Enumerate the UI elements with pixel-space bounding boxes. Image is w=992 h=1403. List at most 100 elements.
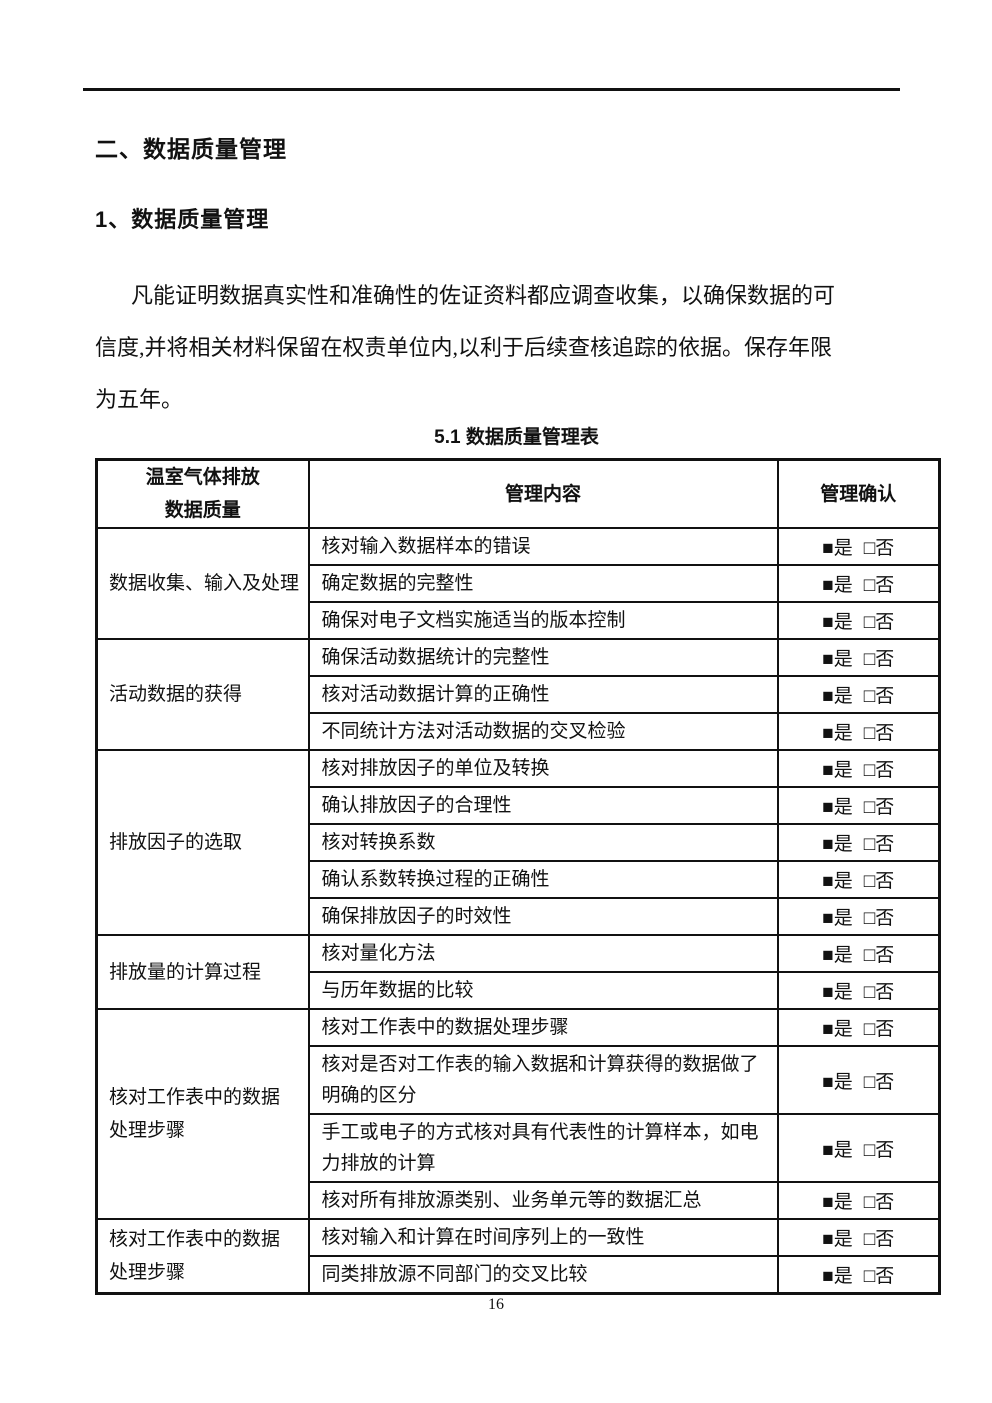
- intro-paragraph: 凡能证明数据真实性和准确性的佐证资料都应调查收集，以确保数据的可 信度,并将相关…: [95, 270, 895, 426]
- yes-label: 是: [833, 723, 853, 744]
- no-label: 否: [875, 575, 895, 596]
- confirm-cell: ■是 □否: [776, 712, 941, 751]
- checkbox-unchecked-icon: □: [863, 760, 876, 781]
- group-label-line: 活动数据的获得: [109, 684, 243, 705]
- yes-label: 是: [833, 871, 853, 892]
- confirm-cell: ■是 □否: [776, 638, 941, 677]
- checkbox-checked-icon: ■: [822, 945, 834, 966]
- yes-label: 是: [833, 760, 853, 781]
- no-label: 否: [875, 1266, 895, 1287]
- checkbox-unchecked-icon: □: [863, 834, 876, 855]
- management-content-cell: 核对量化方法: [307, 934, 779, 973]
- confirm-cell: ■是 □否: [776, 897, 941, 936]
- checkbox-unchecked-icon: □: [863, 797, 876, 818]
- yes-label: 是: [833, 945, 853, 966]
- group-label-cell: 排放因子的选取: [95, 749, 310, 936]
- table-body: 数据收集、输入及处理 核对输入数据样本的错误 ■是 □否 确定数据的完整性 ■是 □否 确保对…: [95, 527, 941, 1295]
- management-content-cell: 不同统计方法对活动数据的交叉检验: [307, 712, 779, 751]
- checkbox-checked-icon: ■: [822, 1192, 834, 1213]
- checkbox-checked-icon: ■: [822, 760, 834, 781]
- confirm-cell: ■是 □否: [776, 527, 941, 566]
- paragraph-line: 信度,并将相关材料保留在权责单位内,以利于后续查核追踪的依据。保存年限: [95, 335, 833, 360]
- management-content-cell: 确保活动数据统计的完整性: [307, 638, 779, 677]
- confirm-cell: ■是 □否: [776, 675, 941, 714]
- table-row: 确保排放因子的时效性 ■是 □否: [97, 897, 941, 936]
- header-management-content: 管理内容: [307, 458, 779, 529]
- management-content-cell: 手工或电子的方式核对具有代表性的计算样本，如电力排放的计算: [307, 1113, 779, 1183]
- checkbox-checked-icon: ■: [822, 1139, 834, 1161]
- table-row: 核对所有排放源类别、业务单元等的数据汇总 ■是 □否: [97, 1181, 941, 1220]
- no-label: 否: [875, 686, 895, 707]
- paragraph-line: 为五年。: [95, 387, 184, 412]
- checkbox-unchecked-icon: □: [863, 871, 876, 892]
- checkbox-checked-icon: ■: [822, 686, 834, 707]
- checkbox-checked-icon: ■: [822, 649, 834, 670]
- checkbox-checked-icon: ■: [822, 612, 834, 633]
- group-label-line: 处理步骤: [109, 1262, 186, 1283]
- checkbox-checked-icon: ■: [822, 908, 834, 929]
- no-label: 否: [875, 1139, 895, 1161]
- checkbox-unchecked-icon: □: [863, 1071, 876, 1093]
- group-label-cell: 核对工作表中的数据 处理步骤: [95, 1218, 310, 1295]
- no-label: 否: [875, 871, 895, 892]
- confirm-cell: ■是 □否: [776, 1045, 941, 1115]
- checkbox-unchecked-icon: □: [863, 1192, 876, 1213]
- header-data-quality: 温室气体排放 数据质量: [95, 458, 310, 529]
- no-label: 否: [875, 723, 895, 744]
- checkbox-unchecked-icon: □: [863, 908, 876, 929]
- group-label-line: 核对工作表中的数据: [109, 1087, 281, 1108]
- checkbox-unchecked-icon: □: [863, 1266, 876, 1287]
- confirm-cell: ■是 □否: [776, 860, 941, 899]
- no-label: 否: [875, 1192, 895, 1213]
- yes-label: 是: [833, 686, 853, 707]
- management-content-cell: 确定数据的完整性: [307, 564, 779, 603]
- checkbox-unchecked-icon: □: [863, 1139, 876, 1161]
- group-label-cell: 核对工作表中的数据 处理步骤: [95, 1008, 310, 1220]
- confirm-cell: ■是 □否: [776, 564, 941, 603]
- no-label: 否: [875, 538, 895, 559]
- group-label-cell: 排放量的计算过程: [95, 934, 310, 1010]
- header-management-confirm: 管理确认: [776, 458, 941, 529]
- table-row: 核对转换系数 ■是 □否: [97, 823, 941, 862]
- page-number: 16: [488, 1296, 504, 1313]
- table-row: 核对工作表中的数据 处理步骤 核对输入和计算在时间序列上的一致性 ■是 □否: [95, 1218, 941, 1295]
- management-content-cell: 同类排放源不同部门的交叉比较: [307, 1255, 779, 1295]
- group-label-line: 排放量的计算过程: [109, 961, 262, 983]
- checkbox-checked-icon: ■: [822, 797, 834, 818]
- yes-label: 是: [833, 1071, 853, 1093]
- management-content-cell: 核对转换系数: [307, 823, 779, 862]
- table-row: 数据收集、输入及处理 核对输入数据样本的错误 ■是 □否: [95, 527, 941, 640]
- no-label: 否: [875, 1019, 895, 1040]
- checkbox-checked-icon: ■: [822, 834, 834, 855]
- table-row: 活动数据的获得 确保活动数据统计的完整性 ■是 □否: [95, 638, 941, 751]
- no-label: 否: [875, 945, 895, 966]
- group-label-cell: 数据收集、输入及处理: [95, 527, 310, 640]
- no-label: 否: [875, 908, 895, 929]
- confirm-cell: ■是 □否: [776, 749, 941, 788]
- table-row: 确认排放因子的合理性 ■是 □否: [97, 786, 941, 825]
- group-label-line: 数据收集、输入及处理: [109, 573, 300, 594]
- confirm-cell: ■是 □否: [776, 601, 941, 640]
- yes-label: 是: [833, 797, 853, 818]
- yes-label: 是: [833, 1139, 853, 1161]
- checkbox-checked-icon: ■: [822, 575, 834, 596]
- table-header-row: 温室气体排放 数据质量 管理内容 管理确认: [95, 458, 941, 529]
- paragraph-line: 凡能证明数据真实性和准确性的佐证资料都应调查收集，以确保数据的可: [131, 283, 836, 308]
- checkbox-checked-icon: ■: [822, 1266, 834, 1287]
- yes-label: 是: [833, 834, 853, 855]
- yes-label: 是: [833, 1266, 853, 1287]
- yes-label: 是: [833, 982, 853, 1003]
- group-label-line: 排放因子的选取: [109, 832, 243, 853]
- header-line: 温室气体排放: [145, 467, 260, 488]
- yes-label: 是: [833, 649, 853, 670]
- yes-label: 是: [833, 575, 853, 596]
- checkbox-checked-icon: ■: [822, 723, 834, 744]
- management-content-cell: 确保排放因子的时效性: [307, 897, 779, 936]
- management-content-cell: 确认排放因子的合理性: [307, 786, 779, 825]
- checkbox-unchecked-icon: □: [863, 649, 876, 670]
- confirm-cell: ■是 □否: [776, 1218, 941, 1257]
- checkbox-checked-icon: ■: [822, 538, 834, 559]
- checkbox-checked-icon: ■: [822, 871, 834, 892]
- subsection-heading: 1、数据质量管理: [95, 207, 270, 232]
